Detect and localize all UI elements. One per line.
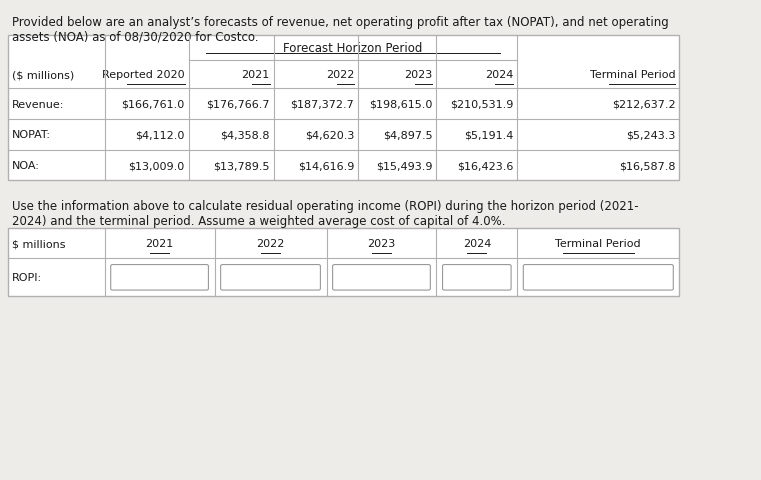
- Text: 2022: 2022: [326, 70, 355, 80]
- Text: $187,372.7: $187,372.7: [291, 99, 355, 109]
- Text: Revenue:: Revenue:: [11, 99, 64, 109]
- Bar: [8, 228, 680, 297]
- Text: Provided below are an analyst’s forecasts of revenue, net operating profit after: Provided below are an analyst’s forecast…: [12, 16, 669, 44]
- FancyBboxPatch shape: [221, 265, 320, 290]
- FancyBboxPatch shape: [110, 265, 209, 290]
- Text: $4,620.3: $4,620.3: [305, 130, 355, 140]
- Text: $ millions: $ millions: [11, 239, 65, 249]
- Text: ⌄: ⌄: [500, 273, 510, 283]
- Text: NOA:: NOA:: [11, 161, 40, 171]
- Text: $4,358.8: $4,358.8: [220, 130, 269, 140]
- Text: $176,766.7: $176,766.7: [206, 99, 269, 109]
- Text: 2021: 2021: [241, 70, 269, 80]
- Text: 2024: 2024: [485, 70, 513, 80]
- Text: $198,615.0: $198,615.0: [369, 99, 432, 109]
- Text: $5,191.4: $5,191.4: [463, 130, 513, 140]
- Text: 2021: 2021: [145, 239, 174, 249]
- Text: ($ millions): ($ millions): [11, 70, 74, 80]
- FancyBboxPatch shape: [333, 265, 430, 290]
- Text: [ Select ]: [ Select ]: [126, 273, 174, 283]
- Text: 2023: 2023: [368, 239, 396, 249]
- Text: ⌄: ⌄: [663, 273, 672, 283]
- Text: Terminal Period: Terminal Period: [556, 239, 641, 249]
- Text: $4,897.5: $4,897.5: [383, 130, 432, 140]
- Text: $13,009.0: $13,009.0: [129, 161, 185, 171]
- Text: $166,761.0: $166,761.0: [122, 99, 185, 109]
- Text: Terminal Period: Terminal Period: [590, 70, 675, 80]
- Text: ⌄: ⌄: [198, 273, 207, 283]
- Text: $15,493.9: $15,493.9: [376, 161, 432, 171]
- Text: $4,112.0: $4,112.0: [135, 130, 185, 140]
- Text: [ Select ]: [ Select ]: [560, 273, 607, 283]
- Text: $212,637.2: $212,637.2: [612, 99, 675, 109]
- Text: 2023: 2023: [404, 70, 432, 80]
- Text: ⌄: ⌄: [419, 273, 429, 283]
- Text: $16,423.6: $16,423.6: [457, 161, 513, 171]
- Text: ⌄: ⌄: [310, 273, 319, 283]
- Text: [ Select ]: [ Select ]: [237, 273, 285, 283]
- Bar: [8, 36, 680, 181]
- Text: 2022: 2022: [256, 239, 285, 249]
- Text: [ Select ]: [ Select ]: [447, 273, 494, 283]
- FancyBboxPatch shape: [524, 265, 673, 290]
- Text: Forecast Horizon Period: Forecast Horizon Period: [283, 42, 422, 55]
- Text: $16,587.8: $16,587.8: [619, 161, 675, 171]
- Text: $210,531.9: $210,531.9: [450, 99, 513, 109]
- Text: $13,789.5: $13,789.5: [213, 161, 269, 171]
- Text: 2024: 2024: [463, 239, 491, 249]
- Text: NOPAT:: NOPAT:: [11, 130, 51, 140]
- Text: $14,616.9: $14,616.9: [298, 161, 355, 171]
- Text: ROPI:: ROPI:: [11, 273, 42, 283]
- Text: Reported 2020: Reported 2020: [102, 70, 185, 80]
- Text: Use the information above to calculate residual operating income (ROPI) during t: Use the information above to calculate r…: [12, 200, 639, 228]
- FancyBboxPatch shape: [443, 265, 511, 290]
- Text: [ Select ]: [ Select ]: [349, 273, 396, 283]
- Text: $5,243.3: $5,243.3: [626, 130, 675, 140]
